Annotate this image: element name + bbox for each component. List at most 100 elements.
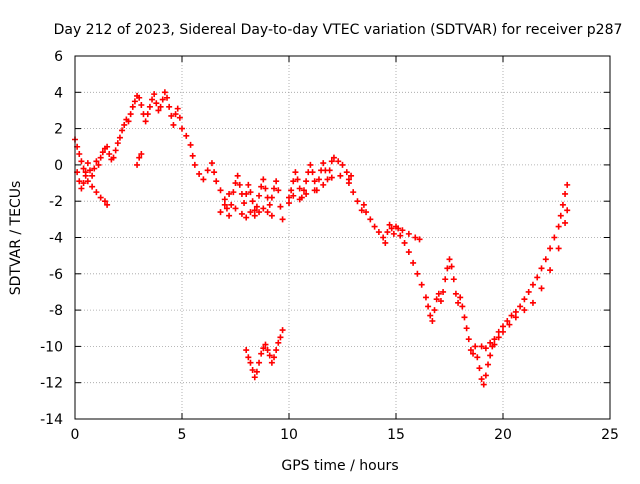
- data-point-plus: [95, 161, 102, 168]
- data-point-plus: [288, 187, 295, 194]
- data-point-plus: [547, 245, 554, 252]
- data-point-plus: [303, 190, 310, 197]
- data-point-plus: [142, 118, 149, 125]
- data-point-plus: [189, 152, 196, 159]
- data-point-plus: [256, 192, 263, 199]
- data-point-plus: [294, 176, 301, 183]
- data-point-plus: [243, 347, 250, 354]
- data-point-plus: [112, 147, 119, 154]
- data-point-plus: [452, 290, 459, 297]
- data-point-plus: [386, 221, 393, 228]
- data-point-plus: [521, 307, 528, 314]
- data-point-plus: [245, 354, 252, 361]
- data-point-plus: [86, 167, 93, 174]
- data-point-plus: [256, 209, 263, 216]
- data-point-plus: [138, 151, 145, 158]
- data-point-plus: [442, 276, 449, 283]
- data-point-plus: [395, 225, 402, 232]
- data-point-plus: [446, 256, 453, 263]
- data-point-plus: [125, 118, 132, 125]
- y-tick-label: 4: [54, 85, 63, 101]
- data-point-plus: [405, 249, 412, 256]
- data-point-plus: [226, 212, 233, 219]
- data-point-plus: [470, 350, 477, 357]
- data-point-plus: [307, 161, 314, 168]
- data-point-plus: [348, 172, 355, 179]
- data-point-plus: [303, 178, 310, 185]
- data-point-plus: [564, 207, 571, 214]
- data-point-plus: [146, 103, 153, 110]
- data-point-plus: [223, 205, 230, 212]
- data-point-plus: [491, 341, 498, 348]
- data-point-plus: [249, 198, 256, 205]
- data-point-plus: [251, 212, 258, 219]
- data-point-plus: [275, 339, 282, 346]
- data-point-plus: [131, 98, 138, 105]
- data-point-plus: [234, 172, 241, 179]
- data-point-plus: [232, 205, 239, 212]
- data-point-plus: [286, 200, 292, 207]
- y-axis-label: SDTVAR / TECUs: [8, 181, 24, 296]
- x-tick-label: 15: [387, 427, 405, 443]
- data-point-plus: [542, 256, 549, 263]
- data-point-plus: [512, 308, 519, 315]
- data-point-plus: [176, 114, 183, 121]
- data-point-plus: [350, 189, 357, 196]
- data-point-plus: [170, 121, 177, 128]
- data-point-plus: [262, 341, 269, 348]
- data-point-plus: [134, 161, 141, 168]
- data-point-plus: [106, 151, 113, 158]
- y-tick-label: 0: [54, 158, 63, 174]
- y-tick-label: -10: [40, 339, 63, 355]
- data-point-plus: [562, 219, 569, 226]
- data-point-plus: [260, 205, 267, 212]
- data-point-plus: [247, 209, 254, 216]
- data-point-plus: [335, 158, 342, 165]
- data-point-plus: [485, 361, 492, 368]
- data-point-plus: [149, 96, 156, 103]
- data-point-plus: [217, 187, 224, 194]
- data-point-plus: [273, 347, 280, 354]
- data-point-plus: [431, 307, 438, 314]
- data-point-plus: [136, 154, 143, 161]
- data-point-plus: [367, 216, 374, 223]
- data-points: [72, 89, 571, 388]
- data-point-plus: [268, 194, 275, 201]
- data-point-plus: [155, 107, 162, 114]
- data-point-plus: [326, 167, 333, 174]
- data-point-plus: [461, 314, 468, 321]
- data-point-plus: [279, 216, 286, 223]
- data-point-plus: [153, 100, 160, 107]
- y-tick-label: -4: [49, 231, 63, 247]
- data-point-plus: [251, 374, 258, 381]
- data-point-plus: [360, 201, 367, 208]
- data-point-plus: [104, 143, 111, 150]
- data-point-plus: [324, 176, 331, 183]
- data-point-plus: [129, 103, 136, 110]
- data-point-plus: [279, 327, 286, 334]
- data-point-plus: [380, 234, 387, 241]
- x-axis-label: GPS time / hours: [281, 458, 398, 474]
- data-point-plus: [114, 140, 121, 147]
- data-point-plus: [157, 103, 164, 110]
- data-point-plus: [448, 263, 455, 270]
- data-point-plus: [562, 190, 569, 197]
- data-point-plus: [89, 183, 96, 190]
- data-point-plus: [418, 281, 425, 288]
- data-point-plus: [564, 181, 571, 188]
- data-point-plus: [320, 181, 327, 188]
- y-tick-label: 6: [54, 49, 63, 65]
- data-point-plus: [249, 366, 256, 373]
- data-point-plus: [271, 185, 278, 192]
- data-point-plus: [226, 190, 233, 197]
- data-point-plus: [232, 180, 239, 187]
- data-point-plus: [78, 158, 85, 165]
- data-point-plus: [277, 203, 284, 210]
- data-point-plus: [80, 165, 87, 172]
- data-point-plus: [116, 134, 123, 141]
- data-point-plus: [84, 178, 91, 185]
- data-point-plus: [245, 181, 252, 188]
- data-point-plus: [253, 368, 260, 375]
- x-tick-label: 25: [601, 427, 619, 443]
- data-point-plus: [211, 169, 218, 176]
